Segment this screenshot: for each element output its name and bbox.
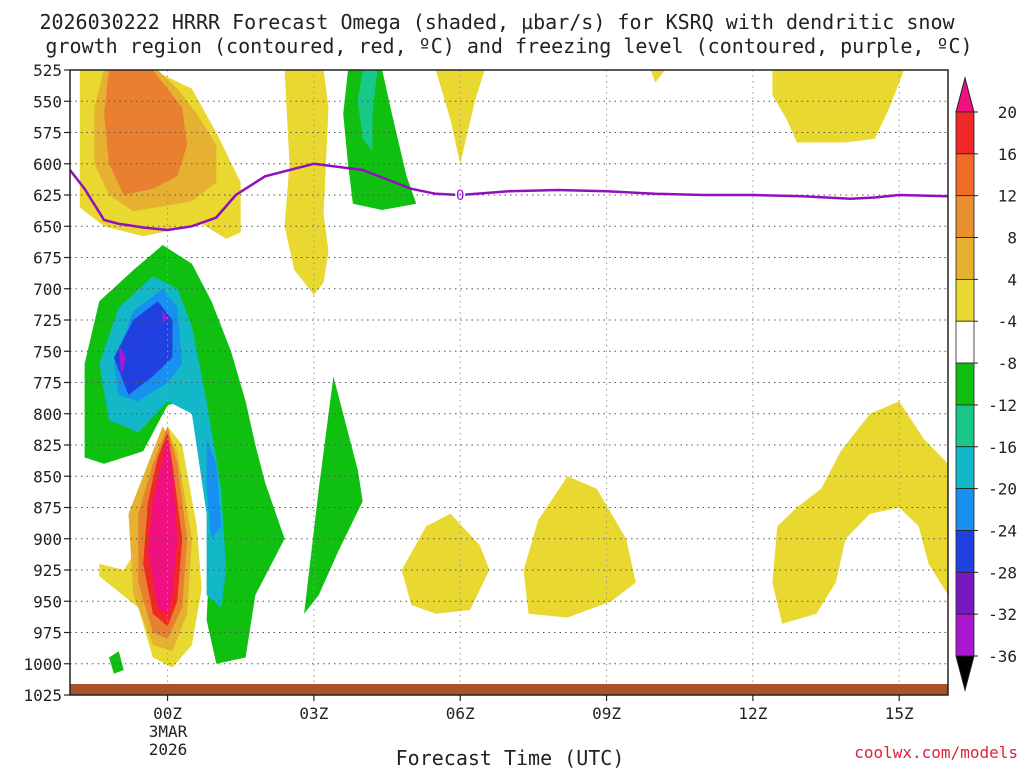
y-tick-label-850: 850 (33, 467, 62, 486)
omega-region-14 (206, 438, 222, 539)
colorbar-label-7: -12 (988, 396, 1017, 415)
omega-region-11 (109, 651, 124, 674)
colorbar-segment-7 (955, 404, 975, 448)
omega-region-8 (357, 70, 378, 152)
y-tick-label-650: 650 (33, 217, 62, 236)
colorbar-label-2: 12 (998, 187, 1017, 206)
colorbar-label-5: -4 (998, 312, 1017, 331)
x-date-year: 2026 (149, 740, 188, 759)
colorbar-segment-10 (955, 530, 975, 573)
ground-surface (70, 684, 948, 695)
colorbar-label-8: -16 (988, 438, 1017, 457)
colorbar-segment-8 (955, 446, 975, 490)
omega-region-16 (118, 345, 127, 377)
chart-title-line-1: 2026030222 HRRR Forecast Omega (shaded, … (39, 10, 955, 34)
colorbar-label-9: -20 (988, 480, 1017, 499)
colorbar-label-10: -24 (988, 521, 1017, 540)
y-tick-label-750: 750 (33, 342, 62, 361)
y-tick-label-725: 725 (33, 311, 62, 330)
y-tick-label-875: 875 (33, 499, 62, 518)
y-tick-label-675: 675 (33, 249, 62, 268)
freezing-level-label: 0 (456, 188, 464, 204)
freezing-level-line (69, 162, 949, 232)
x-date-month: 3MAR (149, 722, 188, 741)
y-tick-label-950: 950 (33, 592, 62, 611)
colorbar-segment-11 (955, 571, 975, 615)
freezing-level-label-bg (455, 188, 466, 202)
plot-area: 0 (69, 69, 949, 696)
y-tick-label-525: 525 (33, 61, 62, 80)
omega-region-17 (162, 311, 168, 324)
colorbar-segment-6 (955, 362, 975, 406)
y-tick-label-925: 925 (33, 561, 62, 580)
x-tick-label-15Z: 15Z (885, 704, 914, 723)
gridlines (70, 70, 948, 695)
y-tick-label-825: 825 (33, 436, 62, 455)
colorbar-segment-2 (955, 195, 975, 238)
colorbar-label-13: -36 (988, 647, 1017, 666)
omega-region-10 (304, 376, 363, 614)
x-tick-label-12Z: 12Z (738, 704, 767, 723)
omega-shaded-regions (79, 70, 948, 674)
colorbar-top-triangle (955, 76, 975, 113)
colorbar-bottom-triangle (955, 655, 975, 692)
omega-region-2 (104, 70, 188, 195)
omega-region-4 (435, 70, 485, 164)
y-tick-label-575: 575 (33, 124, 62, 143)
colorbar-label-6: -8 (998, 354, 1017, 373)
y-tick-label-775: 775 (33, 374, 62, 393)
y-tick-label-1000: 1000 (23, 655, 62, 674)
x-axis: 00Z 03Z 06Z 09Z 12Z 15Z (153, 695, 914, 723)
x-axis-label: Forecast Time (UTC) (396, 746, 625, 768)
omega-region-15 (113, 301, 173, 395)
colorbar-label-3: 8 (1007, 229, 1017, 248)
omega-region-25 (772, 401, 948, 624)
y-tick-label-975: 975 (33, 624, 62, 643)
colorbar: 20 16 12 8 4 -4 -8 -12 -16 -20 -24 -28 -32 -36 (955, 76, 1017, 692)
chart-title-line-2: growth region (contoured, red, ºC) and f… (45, 34, 972, 58)
colorbar-segment-4 (955, 278, 975, 322)
y-tick-label-1025: 1025 (23, 686, 62, 705)
colorbar-segment-1 (955, 153, 975, 197)
colorbar-label-0: 20 (998, 103, 1017, 122)
x-tick-label-03Z: 03Z (299, 704, 328, 723)
y-tick-label-600: 600 (33, 155, 62, 174)
colorbar-label-11: -28 (988, 563, 1017, 582)
x-tick-label-00Z: 00Z (153, 704, 182, 723)
omega-region-5 (650, 70, 666, 83)
colorbar-label-12: -32 (988, 605, 1017, 624)
y-tick-label-800: 800 (33, 405, 62, 424)
colorbar-segment-9 (955, 488, 975, 531)
omega-region-24 (523, 476, 636, 618)
colorbar-segment-12 (955, 613, 975, 657)
y-axis: 525 550 575 600 625 650 675 700 725 750 775 800 825 8… (23, 61, 70, 705)
source-credit: coolwx.com/models (854, 743, 1018, 762)
colorbar-label-4: 4 (1007, 270, 1017, 289)
colorbar-segment-3 (955, 237, 975, 280)
y-tick-label-625: 625 (33, 186, 62, 205)
y-tick-label-700: 700 (33, 280, 62, 299)
y-tick-label-550: 550 (33, 92, 62, 111)
x-tick-label-06Z: 06Z (446, 704, 475, 723)
colorbar-label-1: 16 (998, 145, 1017, 164)
omega-region-3 (284, 70, 329, 295)
y-tick-label-900: 900 (33, 530, 62, 549)
colorbar-segment-0 (955, 111, 975, 155)
omega-region-6 (772, 70, 905, 143)
x-tick-label-09Z: 09Z (592, 704, 621, 723)
colorbar-segment-5 (955, 320, 975, 364)
omega-region-23 (401, 513, 490, 614)
